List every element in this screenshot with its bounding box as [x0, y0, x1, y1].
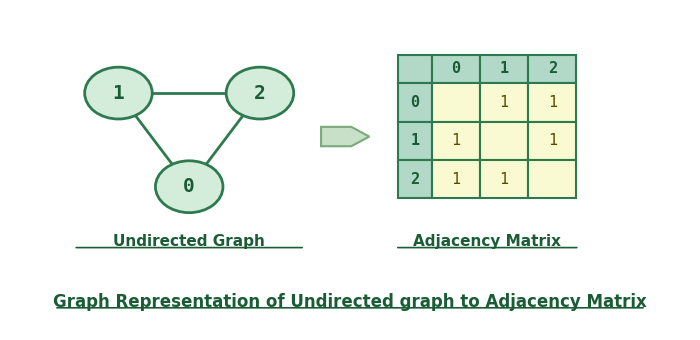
- Bar: [528, 83, 576, 121]
- Text: 0: 0: [410, 95, 419, 110]
- FancyArrow shape: [321, 127, 370, 146]
- Text: Undirected Graph: Undirected Graph: [113, 234, 265, 250]
- Text: 0: 0: [183, 177, 195, 196]
- Text: 1: 1: [500, 61, 509, 76]
- Text: 2: 2: [547, 61, 556, 76]
- Bar: [398, 121, 432, 160]
- Text: 1: 1: [452, 172, 461, 187]
- Bar: [398, 83, 432, 121]
- Bar: [528, 121, 576, 160]
- Text: 1: 1: [500, 95, 509, 110]
- Bar: [398, 160, 432, 199]
- Text: 0: 0: [452, 61, 461, 76]
- Bar: [528, 160, 576, 199]
- Bar: [528, 55, 576, 83]
- Text: Graph Representation of Undirected graph to Adjacency Matrix: Graph Representation of Undirected graph…: [53, 293, 647, 311]
- Bar: [432, 55, 480, 83]
- Bar: [432, 121, 480, 160]
- Text: 1: 1: [500, 172, 509, 187]
- Bar: [432, 160, 480, 199]
- Text: 1: 1: [547, 95, 556, 110]
- Text: 2: 2: [410, 172, 419, 187]
- Text: 1: 1: [547, 133, 556, 148]
- Bar: [480, 55, 528, 83]
- Ellipse shape: [85, 67, 152, 119]
- Bar: [480, 83, 528, 121]
- Ellipse shape: [226, 67, 294, 119]
- Text: 1: 1: [410, 133, 419, 148]
- Bar: [432, 83, 480, 121]
- Bar: [398, 55, 432, 83]
- Bar: [480, 160, 528, 199]
- Ellipse shape: [155, 161, 223, 212]
- Text: Adjacency Matrix: Adjacency Matrix: [413, 234, 561, 250]
- Bar: [480, 121, 528, 160]
- Text: 2: 2: [254, 84, 266, 103]
- Text: 1: 1: [113, 84, 125, 103]
- Text: 1: 1: [452, 133, 461, 148]
